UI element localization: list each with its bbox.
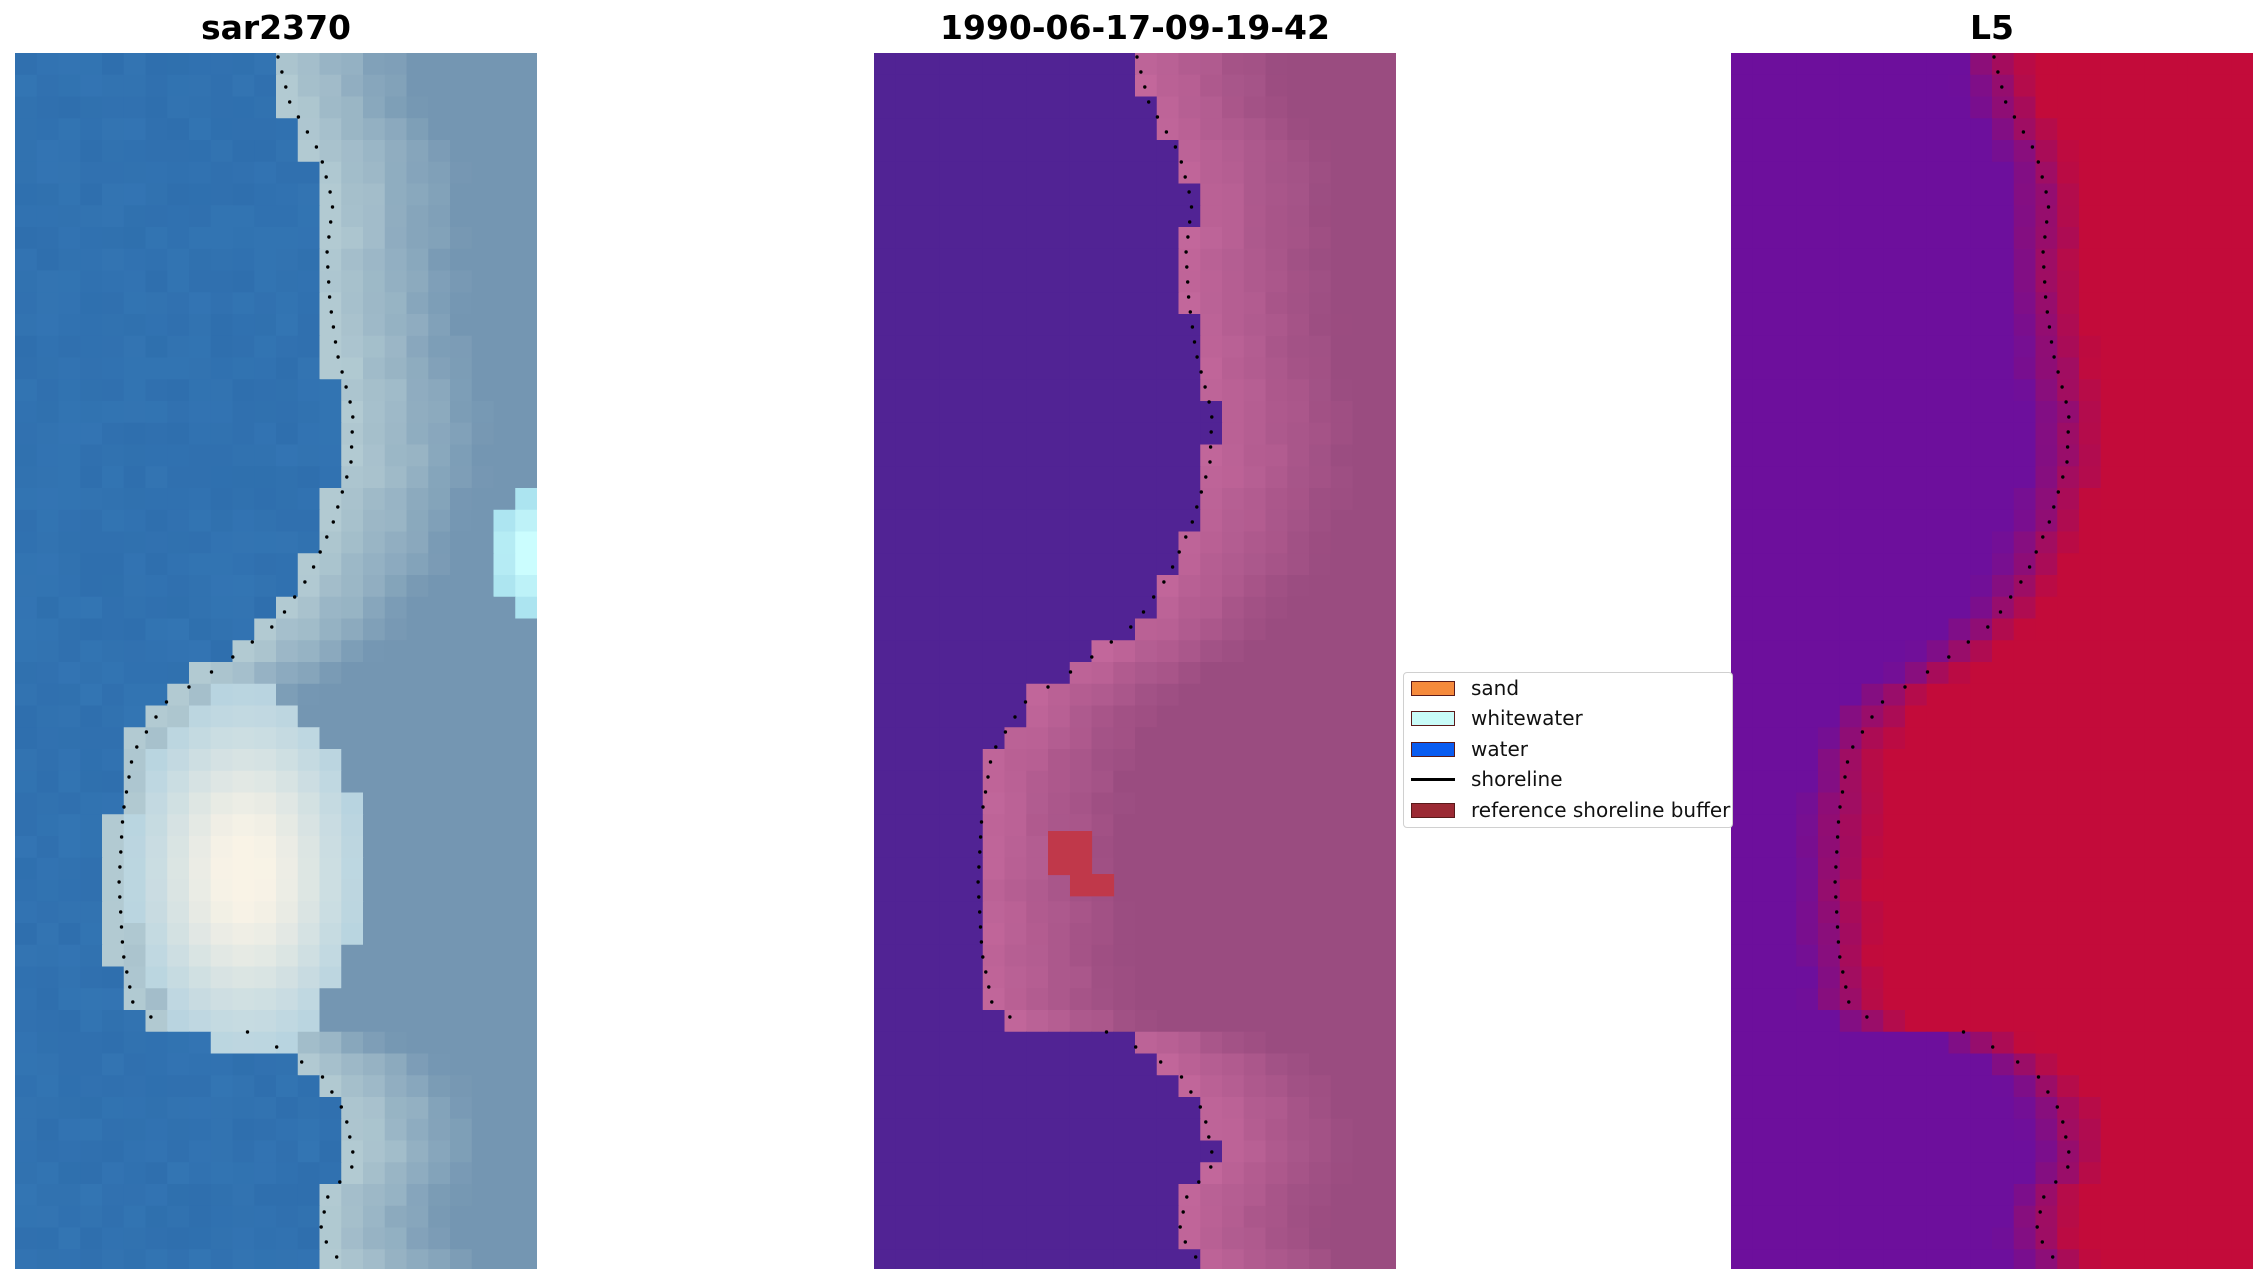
sar-rgb-image: [15, 53, 537, 1269]
shoreline-dots: [976, 55, 1214, 1259]
legend: sand whitewater water shoreline referenc…: [1403, 672, 1733, 828]
reference-buffer-swatch: [1411, 802, 1455, 818]
legend-item-water: water: [1411, 737, 1528, 761]
classification-image-panel: [874, 53, 1396, 1269]
index-image: [1731, 53, 2253, 1269]
legend-item-whitewater: whitewater: [1411, 706, 1583, 730]
panel-title-index: L5: [1970, 8, 2014, 47]
whitewater-swatch: [1411, 710, 1455, 726]
legend-label: water: [1471, 737, 1528, 761]
panel-title-classification: 1990-06-17-09-19-42: [940, 8, 1330, 47]
panel-title-sar: sar2370: [200, 8, 352, 47]
legend-item-sand: sand: [1411, 676, 1520, 700]
legend-label: shoreline: [1471, 767, 1563, 791]
water-swatch: [1411, 741, 1455, 757]
legend-label: sand: [1471, 676, 1520, 700]
legend-item-shoreline: shoreline: [1411, 767, 1563, 791]
shoreline-dots: [117, 55, 355, 1259]
index-image-panel: [1731, 53, 2253, 1269]
legend-label: whitewater: [1471, 706, 1583, 730]
classification-image: [874, 53, 1396, 1269]
legend-item-reference-buffer: reference shoreline buffer: [1411, 798, 1731, 822]
sar-image-panel: [15, 53, 537, 1269]
shoreline-swatch: [1411, 777, 1455, 781]
legend-label: reference shoreline buffer: [1471, 798, 1731, 822]
shoreline-dots: [1833, 55, 2071, 1259]
sand-swatch: [1411, 680, 1455, 696]
